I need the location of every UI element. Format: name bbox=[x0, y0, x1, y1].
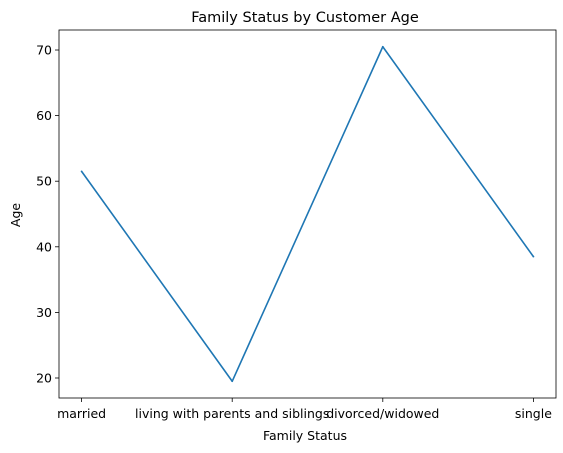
data-point bbox=[80, 170, 83, 173]
y-axis-label: Age bbox=[8, 203, 23, 227]
y-tick-label: 20 bbox=[36, 370, 52, 385]
y-tick-label: 70 bbox=[36, 43, 52, 58]
y-axis-ticks: 20 30 40 50 60 70 bbox=[36, 43, 59, 385]
data-point bbox=[381, 45, 384, 48]
plot-area-frame bbox=[58, 29, 557, 399]
x-tick-label: living with parents and siblings bbox=[135, 406, 329, 421]
series-line-0 bbox=[80, 45, 535, 383]
y-tick-label: 50 bbox=[36, 174, 52, 189]
x-tick-label: married bbox=[57, 406, 106, 421]
data-point bbox=[532, 255, 535, 258]
x-axis-label: Family Status bbox=[263, 428, 347, 443]
x-tick-label: single bbox=[515, 406, 552, 421]
y-tick-label: 60 bbox=[36, 108, 52, 123]
x-axis-ticks: married living with parents and siblingsd… bbox=[57, 398, 552, 421]
data-point bbox=[231, 380, 234, 383]
y-tick-label: 30 bbox=[36, 305, 52, 320]
y-tick-label: 40 bbox=[36, 239, 52, 254]
x-tick-label: divorced/widowed bbox=[326, 406, 439, 421]
chart-title: Family Status by Customer Age bbox=[191, 10, 419, 26]
series-layer bbox=[80, 45, 535, 383]
